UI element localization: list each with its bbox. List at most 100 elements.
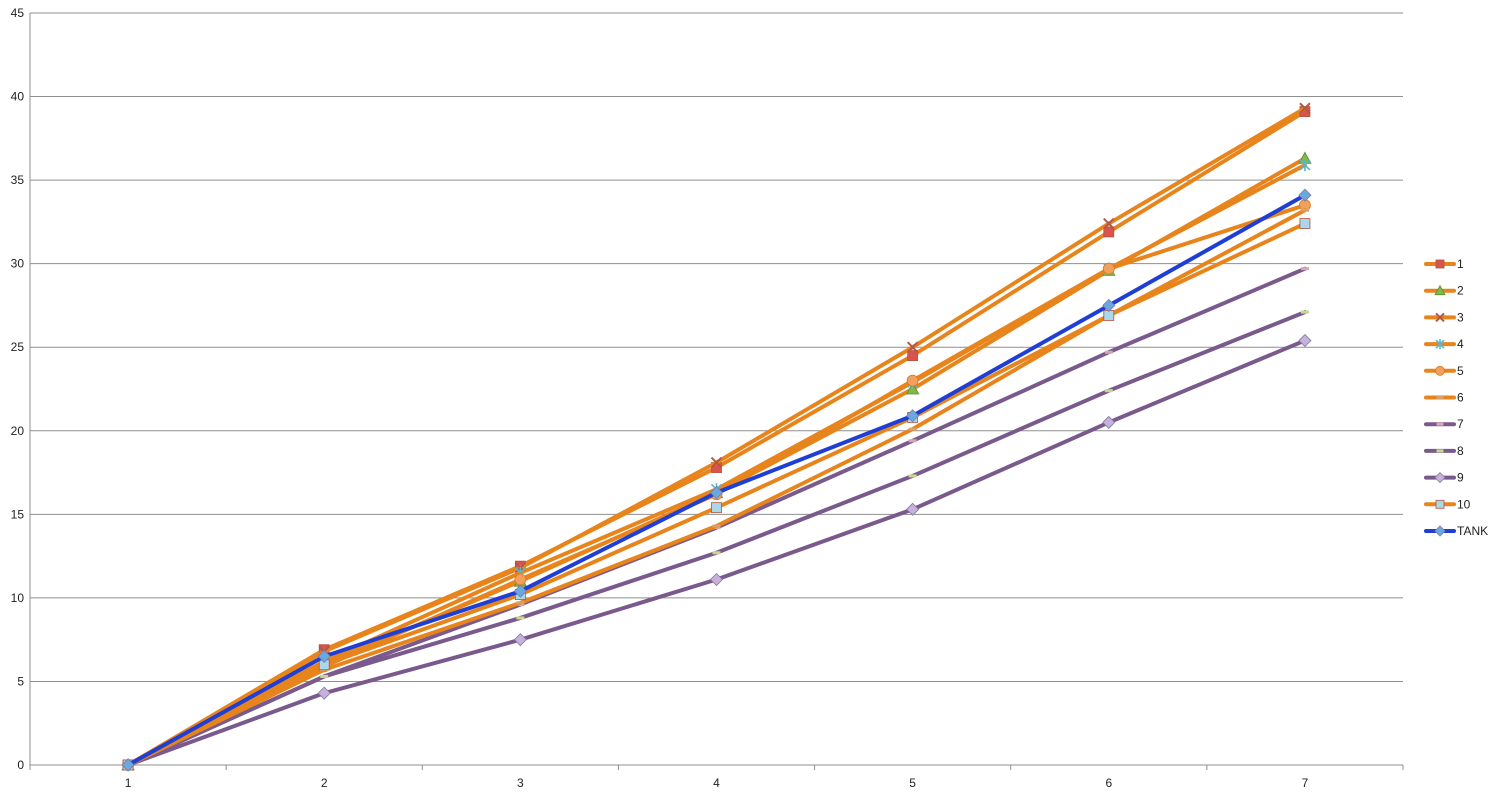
x-tick-label: 2	[321, 776, 328, 790]
data-point	[908, 474, 917, 478]
data-point	[906, 409, 920, 423]
legend-marker	[1434, 472, 1446, 484]
legend-label: 8	[1457, 444, 1464, 458]
x-tick-label: 3	[517, 776, 524, 790]
data-point	[1103, 226, 1115, 238]
legend-entry: 7	[1424, 417, 1464, 431]
data-point	[1300, 208, 1309, 212]
y-tick-label: 30	[11, 257, 25, 271]
data-point	[906, 341, 919, 353]
y-tick-label: 45	[11, 6, 25, 20]
gridlines	[30, 12, 1403, 682]
data-point	[121, 758, 135, 772]
data-point	[1298, 333, 1312, 348]
x-tick-label: 5	[909, 776, 916, 790]
series-tank	[121, 188, 1312, 772]
y-axis-ticks: 0 5 10 15 20 25 30 35 40 45	[11, 6, 25, 772]
series-8	[124, 310, 1309, 767]
data-point	[1103, 217, 1115, 230]
series-line	[126, 266, 1307, 767]
legend-label: 10	[1457, 497, 1471, 511]
data-point	[1300, 310, 1309, 314]
data-point	[906, 502, 920, 516]
legend-entry: 5	[1424, 364, 1464, 378]
legend-entry: 3	[1424, 310, 1464, 324]
legend-marker	[1435, 499, 1445, 509]
data-point	[908, 427, 917, 431]
legend-marker	[1435, 339, 1445, 350]
legend-label: 3	[1457, 310, 1464, 324]
data-point	[1104, 350, 1113, 354]
legend-entry: TANK	[1424, 524, 1488, 538]
data-point	[320, 674, 329, 678]
legend-label: 1	[1457, 257, 1464, 271]
x-tick-label: 7	[1302, 776, 1309, 790]
legend-label: 7	[1457, 417, 1464, 431]
data-point	[516, 601, 525, 605]
data-point	[907, 350, 919, 361]
data-point	[513, 584, 527, 598]
data-point	[709, 486, 724, 500]
data-point	[1102, 298, 1116, 313]
y-tick-label: 15	[11, 507, 25, 521]
legend-marker	[1436, 396, 1444, 399]
legend-marker	[1435, 259, 1445, 269]
x-tick-label: 6	[1105, 776, 1112, 790]
data-point	[906, 374, 919, 387]
y-tick-label: 0	[17, 758, 24, 772]
legend-marker	[1436, 449, 1444, 453]
y-tick-label: 40	[11, 90, 25, 104]
data-point	[1104, 389, 1113, 393]
data-point	[514, 573, 527, 586]
legend-entry: 8	[1424, 444, 1464, 458]
data-point	[1299, 102, 1311, 114]
series-line	[126, 310, 1307, 767]
data-point	[711, 502, 722, 514]
y-tick-label: 35	[11, 173, 25, 187]
data-point	[513, 633, 527, 647]
legend-marker	[1434, 284, 1446, 296]
legend-entry: 4	[1424, 337, 1464, 351]
y-tick-label: 5	[17, 674, 24, 688]
legend-entry: 10	[1424, 497, 1471, 511]
legend-marker	[1435, 365, 1445, 376]
legend-marker	[1435, 312, 1445, 323]
y-tick-label: 20	[11, 424, 25, 438]
x-tick-label: 1	[125, 776, 132, 790]
data-point	[908, 439, 917, 443]
y-tick-label: 10	[11, 591, 25, 605]
data-point	[1299, 218, 1311, 229]
legend-entry: 9	[1424, 471, 1464, 485]
legend-entry: 2	[1424, 284, 1464, 298]
y-tick-label: 25	[11, 340, 25, 354]
legend: 1 2 3 4 5 6 7 8 9 10 TANK	[1424, 257, 1488, 538]
data-point	[905, 382, 920, 395]
legend-marker	[1434, 525, 1446, 537]
data-point	[1102, 262, 1115, 275]
data-point	[1300, 267, 1309, 271]
x-tick-label: 4	[713, 776, 720, 790]
data-point	[516, 616, 525, 620]
legend-label: TANK	[1457, 524, 1488, 538]
axes	[29, 13, 1404, 770]
legend-label: 6	[1457, 391, 1464, 405]
data-point	[317, 686, 331, 700]
data-point	[709, 572, 724, 587]
legend-entry: 1	[1424, 257, 1464, 271]
data-point	[1299, 159, 1311, 172]
x-axis-ticks: 1 2 3 4 5 6 7	[125, 776, 1309, 790]
legend-entry: 6	[1424, 391, 1464, 405]
legend-label: 2	[1457, 284, 1464, 298]
data-point	[317, 649, 331, 663]
legend-label: 5	[1457, 364, 1464, 378]
data-point	[1102, 415, 1116, 429]
data-point	[712, 551, 721, 555]
series-7	[124, 266, 1309, 767]
series-lines	[121, 102, 1312, 772]
data-point	[710, 456, 723, 469]
legend-marker	[1436, 422, 1444, 426]
data-point	[1298, 188, 1312, 202]
data-point	[712, 524, 721, 528]
legend-label: 9	[1457, 471, 1464, 485]
